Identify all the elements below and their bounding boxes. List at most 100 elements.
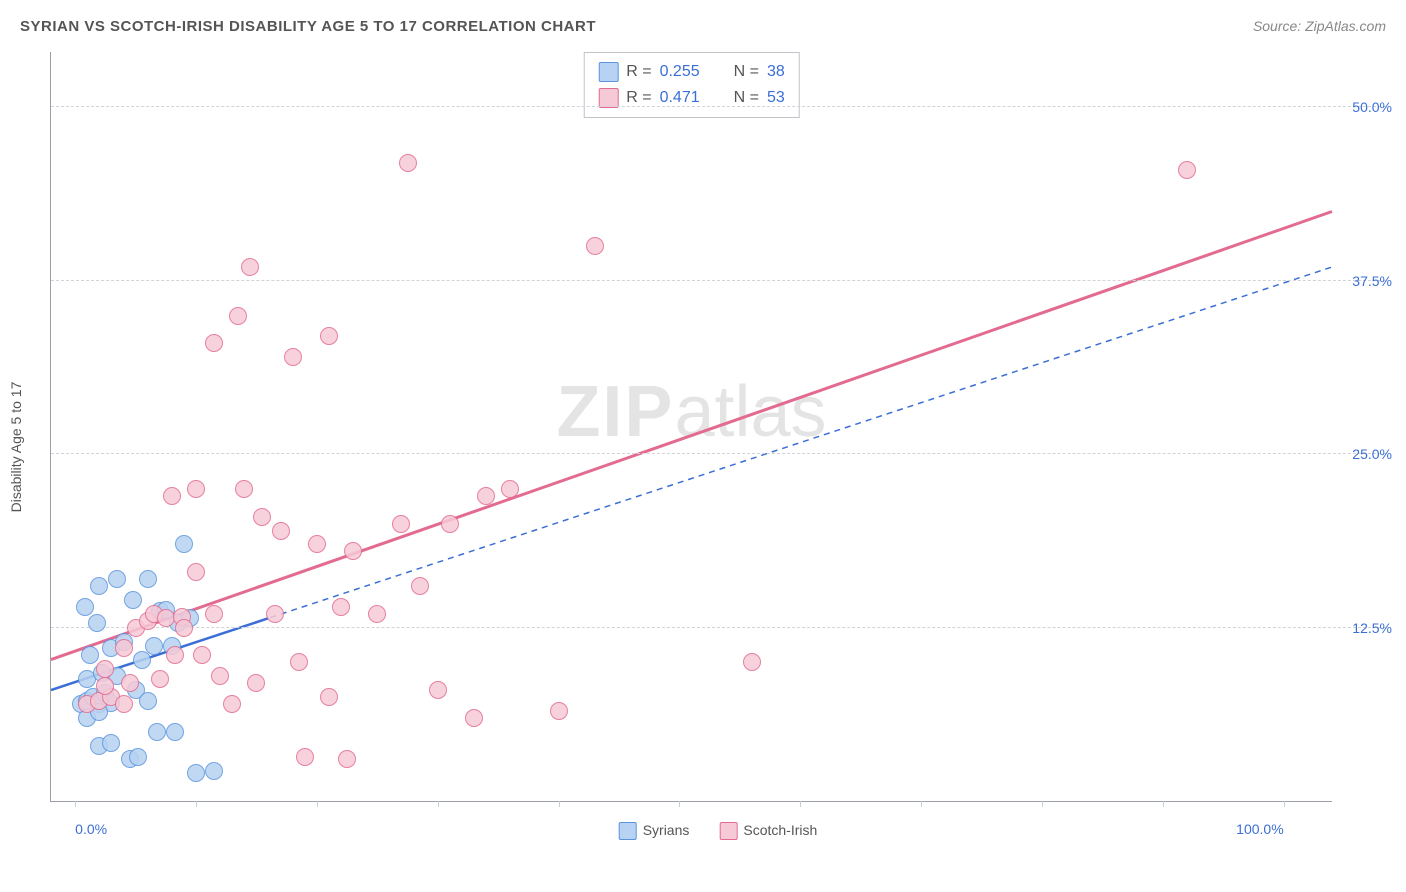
- scatter-point: [90, 577, 108, 595]
- scatter-point: [429, 681, 447, 699]
- scatter-point: [187, 563, 205, 581]
- x-tick-label-left: 0.0%: [75, 821, 107, 837]
- scatter-point: [550, 702, 568, 720]
- legend-item-syrians: Syrians: [619, 822, 690, 840]
- scatter-point: [235, 480, 253, 498]
- scatter-point: [338, 750, 356, 768]
- scatter-point: [284, 348, 302, 366]
- scatter-point: [223, 695, 241, 713]
- scatter-point: [477, 487, 495, 505]
- scatter-point: [344, 542, 362, 560]
- scatter-point: [399, 154, 417, 172]
- x-tick-label-right: 100.0%: [1236, 821, 1283, 837]
- y-tick-label: 25.0%: [1352, 446, 1392, 462]
- chart-title: SYRIAN VS SCOTCH-IRISH DISABILITY AGE 5 …: [20, 18, 1386, 35]
- x-tick: [317, 801, 318, 807]
- legend-item-scotchirish: Scotch-Irish: [719, 822, 817, 840]
- scatter-point: [247, 674, 265, 692]
- scatter-point: [392, 515, 410, 533]
- chart-container: SYRIAN VS SCOTCH-IRISH DISABILITY AGE 5 …: [0, 0, 1406, 892]
- stats-swatch-syrians: [598, 62, 618, 82]
- stats-swatch-scotchirish: [598, 88, 618, 108]
- plot-area-wrap: Disability Age 5 to 17 ZIPatlas R = 0.25…: [50, 52, 1386, 842]
- plot-area: ZIPatlas R = 0.255 N = 38 R = 0.471 N: [50, 52, 1332, 802]
- scatter-point: [187, 764, 205, 782]
- scatter-point: [411, 577, 429, 595]
- watermark: ZIPatlas: [556, 371, 826, 453]
- stats-n-value-syrians: 38: [767, 59, 785, 85]
- scatter-point: [465, 709, 483, 727]
- scatter-point: [441, 515, 459, 533]
- legend-swatch-scotchirish: [719, 822, 737, 840]
- scatter-point: [501, 480, 519, 498]
- scatter-point: [1178, 161, 1196, 179]
- y-tick-label: 12.5%: [1352, 620, 1392, 636]
- scatter-point: [166, 723, 184, 741]
- scatter-point: [187, 480, 205, 498]
- scatter-point: [124, 591, 142, 609]
- x-tick: [1042, 801, 1043, 807]
- watermark-rest: atlas: [674, 372, 826, 452]
- stats-n-label: N =: [734, 59, 759, 85]
- scatter-point: [586, 237, 604, 255]
- y-axis-label: Disability Age 5 to 17: [8, 382, 24, 513]
- gridline-h: [51, 453, 1386, 454]
- scatter-point: [166, 646, 184, 664]
- x-tick: [921, 801, 922, 807]
- scatter-point: [332, 598, 350, 616]
- gridline-h: [51, 106, 1386, 107]
- scatter-point: [88, 614, 106, 632]
- scatter-point: [108, 570, 126, 588]
- scatter-point: [253, 508, 271, 526]
- scatter-point: [368, 605, 386, 623]
- x-tick: [196, 801, 197, 807]
- title-row: SYRIAN VS SCOTCH-IRISH DISABILITY AGE 5 …: [20, 18, 1386, 42]
- scatter-point: [139, 692, 157, 710]
- scatter-point: [145, 637, 163, 655]
- x-tick: [1284, 801, 1285, 807]
- scatter-point: [290, 653, 308, 671]
- y-tick-label: 50.0%: [1352, 99, 1392, 115]
- scatter-point: [96, 660, 114, 678]
- scatter-point: [320, 688, 338, 706]
- scatter-point: [163, 487, 181, 505]
- correlation-stats-box: R = 0.255 N = 38 R = 0.471 N = 53: [583, 52, 800, 118]
- scatter-point: [743, 653, 761, 671]
- gridline-h: [51, 627, 1386, 628]
- x-tick: [1163, 801, 1164, 807]
- legend-label-syrians: Syrians: [643, 822, 690, 838]
- y-tick-label: 37.5%: [1352, 273, 1392, 289]
- scatter-point: [205, 762, 223, 780]
- scatter-point: [205, 605, 223, 623]
- scatter-point: [115, 695, 133, 713]
- scatter-point: [148, 723, 166, 741]
- trend-line: [51, 212, 1332, 660]
- scatter-point: [121, 674, 139, 692]
- stats-r-label: R =: [626, 59, 651, 85]
- scatter-point: [296, 748, 314, 766]
- scatter-point: [241, 258, 259, 276]
- watermark-bold: ZIP: [556, 372, 674, 452]
- scatter-point: [272, 522, 290, 540]
- scatter-point: [229, 307, 247, 325]
- scatter-point: [129, 748, 147, 766]
- scatter-point: [193, 646, 211, 664]
- stats-r-value-syrians: 0.255: [660, 59, 700, 85]
- scatter-point: [115, 639, 133, 657]
- x-tick: [800, 801, 801, 807]
- x-tick: [679, 801, 680, 807]
- trend-lines-svg: [51, 52, 1332, 801]
- source-attribution: Source: ZipAtlas.com: [1253, 18, 1386, 34]
- scatter-point: [81, 646, 99, 664]
- scatter-point: [205, 334, 223, 352]
- scatter-point: [102, 734, 120, 752]
- stats-row-syrians: R = 0.255 N = 38: [598, 59, 785, 85]
- x-tick: [438, 801, 439, 807]
- scatter-point: [211, 667, 229, 685]
- scatter-point: [96, 677, 114, 695]
- scatter-point: [266, 605, 284, 623]
- scatter-point: [76, 598, 94, 616]
- legend-bottom: Syrians Scotch-Irish: [619, 822, 818, 840]
- scatter-point: [139, 570, 157, 588]
- scatter-point: [151, 670, 169, 688]
